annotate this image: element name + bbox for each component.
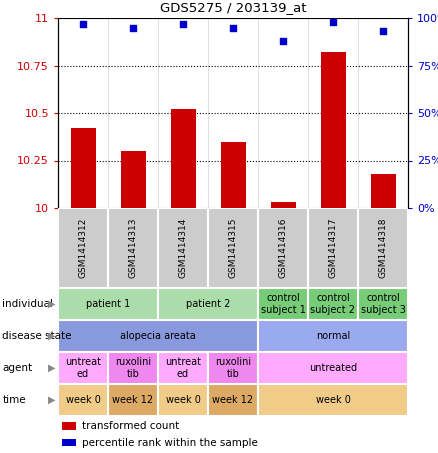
Text: ruxolini
tib: ruxolini tib (215, 357, 251, 379)
Bar (61, 422, 75, 430)
Text: untreat
ed: untreat ed (65, 357, 101, 379)
Bar (308, 288, 358, 320)
Bar (258, 288, 308, 320)
Bar (220, 141, 246, 453)
Text: time: time (2, 395, 26, 405)
Point (379, 28, 386, 35)
Bar (170, 109, 195, 453)
Bar (108, 208, 158, 288)
Bar (158, 208, 208, 288)
Text: percentile rank within the sample: percentile rank within the sample (82, 438, 258, 448)
Text: ▶: ▶ (48, 331, 56, 341)
Point (279, 37, 286, 44)
Bar (258, 384, 408, 416)
Text: control
subject 2: control subject 2 (311, 293, 356, 315)
Text: week 0: week 0 (66, 395, 100, 405)
Text: GSM1414315: GSM1414315 (229, 218, 237, 278)
Point (329, 18, 336, 25)
Bar (258, 320, 408, 352)
Bar (108, 352, 158, 384)
Text: ▶: ▶ (48, 363, 56, 373)
Text: individual: individual (2, 299, 53, 309)
Text: untreat
ed: untreat ed (165, 357, 201, 379)
Text: week 0: week 0 (166, 395, 201, 405)
Title: GDS5275 / 203139_at: GDS5275 / 203139_at (160, 1, 306, 14)
Text: week 12: week 12 (113, 395, 154, 405)
Bar (321, 52, 346, 453)
Bar (71, 128, 95, 453)
Text: untreated: untreated (309, 363, 357, 373)
Text: control
subject 3: control subject 3 (360, 293, 406, 315)
Bar (358, 208, 408, 288)
Text: GSM1414318: GSM1414318 (378, 218, 388, 278)
Text: normal: normal (316, 331, 350, 341)
Text: patient 1: patient 1 (86, 299, 130, 309)
Bar (58, 320, 258, 352)
Bar (308, 208, 358, 288)
Text: ▶: ▶ (48, 395, 56, 405)
Text: GSM1414316: GSM1414316 (279, 218, 287, 278)
Text: GSM1414312: GSM1414312 (78, 218, 88, 278)
Text: disease state: disease state (2, 331, 72, 341)
Text: transformed count: transformed count (82, 421, 180, 431)
Bar (158, 288, 258, 320)
Bar (108, 384, 158, 416)
Bar (58, 352, 108, 384)
Bar (258, 208, 308, 288)
Text: alopecia areata: alopecia areata (120, 331, 196, 341)
Bar (208, 208, 258, 288)
Bar (208, 352, 258, 384)
Point (230, 24, 237, 31)
Text: agent: agent (2, 363, 32, 373)
Text: week 12: week 12 (212, 395, 254, 405)
Point (180, 20, 187, 27)
Bar (61, 439, 75, 446)
Bar (158, 352, 208, 384)
Bar (58, 384, 108, 416)
Bar (158, 384, 208, 416)
Text: GSM1414317: GSM1414317 (328, 218, 338, 278)
Bar (258, 352, 408, 384)
Bar (271, 202, 296, 453)
Text: patient 2: patient 2 (186, 299, 230, 309)
Text: GSM1414313: GSM1414313 (128, 218, 138, 278)
Point (130, 24, 137, 31)
Bar (120, 151, 145, 453)
Text: control
subject 1: control subject 1 (261, 293, 305, 315)
Bar (208, 384, 258, 416)
Text: ▶: ▶ (48, 299, 56, 309)
Bar (371, 174, 396, 453)
Text: week 0: week 0 (315, 395, 350, 405)
Bar (58, 288, 158, 320)
Bar (58, 208, 108, 288)
Text: GSM1414314: GSM1414314 (179, 218, 187, 278)
Bar (358, 288, 408, 320)
Point (79, 20, 86, 27)
Text: ruxolini
tib: ruxolini tib (115, 357, 151, 379)
